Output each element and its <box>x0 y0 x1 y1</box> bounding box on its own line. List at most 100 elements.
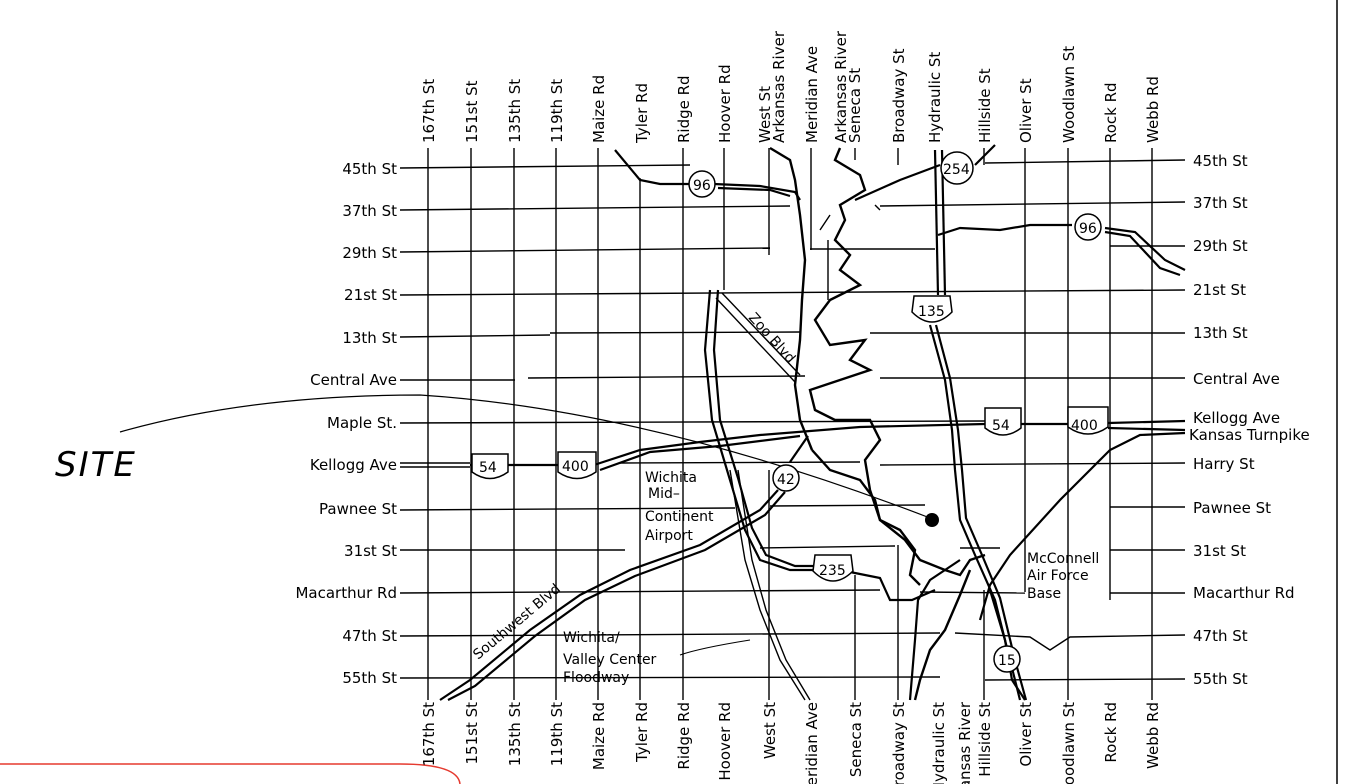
svg-text:254: 254 <box>943 162 970 178</box>
mcconnell-label: Base <box>1027 586 1061 602</box>
i235-shield: 235 <box>812 554 854 582</box>
street-label: 151st St <box>463 702 481 765</box>
floodway-label: Valley Center <box>563 652 657 668</box>
place-labels: Wichita Mid– Continent Airport Wichita/ … <box>563 470 1099 686</box>
site-marker <box>925 513 939 527</box>
street-label: 21st St <box>344 286 397 304</box>
street-label: 55th St <box>1193 670 1248 688</box>
street-label: 37th St <box>342 202 397 220</box>
street-label: 31st St <box>1193 542 1246 560</box>
street-label: 37th St <box>1193 194 1248 212</box>
street-label: Broadway St <box>890 702 908 784</box>
svg-text:235: 235 <box>819 563 846 579</box>
street-label: 151st St <box>463 80 481 143</box>
street-label: Meridian Ave <box>803 702 821 784</box>
street-label: 45th St <box>342 160 397 178</box>
street-label: Macarthur Rd <box>1193 584 1295 602</box>
ks15-shield: 15 <box>993 645 1021 673</box>
airport-label: Continent <box>645 509 714 525</box>
street-label: Hydraulic St <box>930 702 948 784</box>
street-label: 167th St <box>420 79 438 143</box>
street-label: 167th St <box>420 702 438 766</box>
street-label: 29th St <box>1193 237 1248 255</box>
svg-text:400: 400 <box>1071 418 1098 434</box>
right-street-labels: 45th St 37th St 29th St 21st St 13th St … <box>1189 152 1310 688</box>
us54-shield-b: 54 <box>984 407 1022 436</box>
street-label: Hillside St <box>976 702 994 777</box>
street-label: Hydraulic St <box>926 52 944 143</box>
street-label: Ridge Rd <box>675 75 693 143</box>
street-label: Rock Rd <box>1102 82 1120 143</box>
ks96-shield-b: 96 <box>1074 213 1102 241</box>
street-label: Harry St <box>1193 455 1255 473</box>
street-label: Webb Rd <box>1144 702 1162 769</box>
north-south-streets <box>427 148 1153 700</box>
street-label: Hillside St <box>976 68 994 143</box>
street-label: Oliver St <box>1017 702 1035 767</box>
svg-text:54: 54 <box>992 418 1010 434</box>
street-label: 119th St <box>548 79 566 143</box>
street-label: Maple St. <box>327 414 397 432</box>
street-label: Woodlawn St <box>1060 46 1078 143</box>
street-label: 47th St <box>342 627 397 645</box>
us400-shield-b: 400 <box>1067 406 1109 435</box>
mcconnell-label: McConnell <box>1027 551 1099 567</box>
street-label: Arkansas River <box>832 30 850 143</box>
street-label: 135th St <box>506 79 524 143</box>
street-label: Kellogg Ave <box>1193 409 1280 427</box>
street-label: Seneca St <box>846 68 864 143</box>
street-label: 13th St <box>342 329 397 347</box>
floodway-label: Wichita/ <box>563 630 620 646</box>
highways <box>439 144 1186 701</box>
east-west-streets <box>399 159 1186 681</box>
street-label: Seneca St <box>847 702 865 777</box>
street-label: 119th St <box>548 702 566 766</box>
svg-text:135: 135 <box>918 304 945 320</box>
street-label: Ridge Rd <box>675 702 693 770</box>
mcconnell-label: Air Force <box>1027 568 1089 584</box>
red-boundary-line <box>0 763 461 784</box>
street-label: 13th St <box>1193 324 1248 342</box>
i135-shield: 135 <box>911 295 953 323</box>
street-label: Macarthur Rd <box>295 584 397 602</box>
street-label: 55th St <box>342 669 397 687</box>
street-label: Meridian Ave <box>803 46 821 143</box>
street-label: Kellogg Ave <box>310 456 397 474</box>
street-label: Rock Rd <box>1102 702 1120 763</box>
airport-label: Wichita <box>645 470 697 486</box>
floodway-label: Floodway <box>563 670 629 686</box>
street-label: Central Ave <box>1193 370 1280 388</box>
svg-text:42: 42 <box>777 472 795 488</box>
us400-shield-a: 400 <box>557 451 597 480</box>
street-label: 31st St <box>344 542 397 560</box>
street-label: 135th St <box>506 702 524 766</box>
site-label: SITE <box>55 445 137 485</box>
airport-label: Airport <box>645 528 693 544</box>
street-label: Pawnee St <box>319 500 397 518</box>
street-label: 47th St <box>1193 627 1248 645</box>
street-label: Pawnee St <box>1193 499 1271 517</box>
svg-text:400: 400 <box>562 459 589 475</box>
street-label: 45th St <box>1193 152 1248 170</box>
bottom-street-labels: 167th St 151st St 135th St 119th St Maiz… <box>420 701 1162 784</box>
street-label: Maize Rd <box>590 75 608 143</box>
ks42-shield: 42 <box>772 464 800 492</box>
left-street-labels: 45th St 37th St 29th St 21st St 13th St … <box>295 160 397 687</box>
svg-text:54: 54 <box>479 460 497 476</box>
street-label: West St <box>756 86 774 143</box>
street-label: Arkansas River <box>770 30 788 143</box>
street-label: Central Ave <box>310 371 397 389</box>
street-label: Tyler Rd <box>633 83 651 144</box>
ks96-shield-a: 96 <box>688 170 716 198</box>
street-label: Hoover Rd <box>716 64 734 143</box>
ks254-shield: 254 <box>940 151 974 185</box>
street-label: West St <box>761 702 779 759</box>
site-leader-line <box>119 394 931 519</box>
street-label: Kansas Turnpike <box>1189 426 1310 444</box>
top-street-labels: 167th St 151st St 135th St 119th St Maiz… <box>420 30 1162 144</box>
svg-text:96: 96 <box>693 178 711 194</box>
arkansas-river <box>729 146 986 701</box>
street-label: 29th St <box>342 244 397 262</box>
route-shields: 54 400 54 400 96 96 254 42 15 135 235 <box>471 151 1109 673</box>
